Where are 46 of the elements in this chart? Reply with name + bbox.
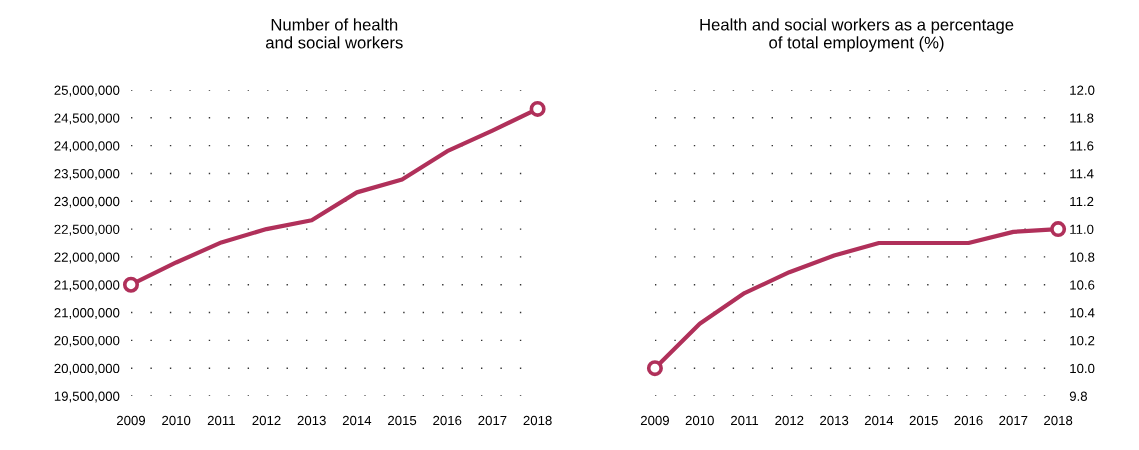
- x-tick-label: 2016: [954, 415, 983, 426]
- x-tick-label: 2013: [297, 415, 326, 426]
- y-tick-label: 23,000,000: [54, 196, 120, 208]
- y-tick-label: 24,000,000: [54, 141, 120, 153]
- y-tick-label: 24,500,000: [54, 113, 120, 125]
- y-tick-label: 22,500,000: [54, 224, 120, 236]
- x-tick-label: 2010: [685, 415, 714, 426]
- chart-title: Health and social workers as a percentage of total employment (%): [700, 18, 1014, 52]
- y2-tick-label: 10.4: [1070, 308, 1095, 318]
- y2-tick-label: 12.0: [1070, 85, 1095, 95]
- y2-tick-label: 9.8: [1069, 391, 1088, 401]
- y-tick-label: 20,000,000: [54, 363, 120, 375]
- x-tick-label: 2016: [433, 415, 462, 426]
- x-tick-label: 2012: [252, 415, 281, 426]
- x-tick-label: 2014: [342, 415, 372, 426]
- x-tick-label: 2009: [116, 415, 146, 426]
- y2-tick-label: 11.2: [1070, 196, 1094, 207]
- x-tick-label: 2015: [909, 415, 938, 426]
- x-tick-label: 2009: [640, 415, 669, 426]
- x-tick-label: 2018: [1044, 415, 1073, 426]
- y-tick-label: 20,500,000: [54, 335, 120, 347]
- x-tick-label: 2013: [820, 415, 849, 426]
- x-tick-label: 2011: [731, 415, 759, 426]
- x-tick-label: 2010: [162, 415, 191, 426]
- x-tick-label: 2018: [523, 415, 552, 426]
- y-tick-label: 21,000,000: [54, 308, 120, 320]
- y2-tick-label: 11.4: [1070, 169, 1094, 179]
- x-tick-label: 2014: [864, 415, 894, 426]
- y2-tick-label: 10.0: [1070, 363, 1095, 374]
- y2-tick-label: 10.8: [1070, 252, 1095, 262]
- x-tick-label: 2012: [775, 415, 804, 426]
- x-tick-label: 2011: [207, 415, 235, 426]
- y-tick-label: 22,000,000: [54, 252, 120, 264]
- y-tick-label: 19,500,000: [54, 391, 120, 403]
- x-tick-label: 2015: [388, 415, 417, 426]
- y2-tick-label: 11.6: [1070, 141, 1094, 151]
- y2-tick-label: 11.0: [1070, 224, 1094, 234]
- x-tick-label: 2017: [999, 415, 1028, 426]
- y2-tick-label: 10.2: [1070, 335, 1095, 346]
- x-tick-label: 2017: [478, 415, 507, 426]
- chart-title: Number of health and social workers: [266, 18, 403, 49]
- y-tick-label: 23,500,000: [54, 169, 120, 180]
- y2-tick-label: 10.6: [1070, 280, 1095, 290]
- y-tick-label: 21,500,000: [54, 280, 120, 292]
- y-tick-label: 25,000,000: [54, 85, 120, 97]
- y2-tick-label: 11.8: [1070, 113, 1094, 123]
